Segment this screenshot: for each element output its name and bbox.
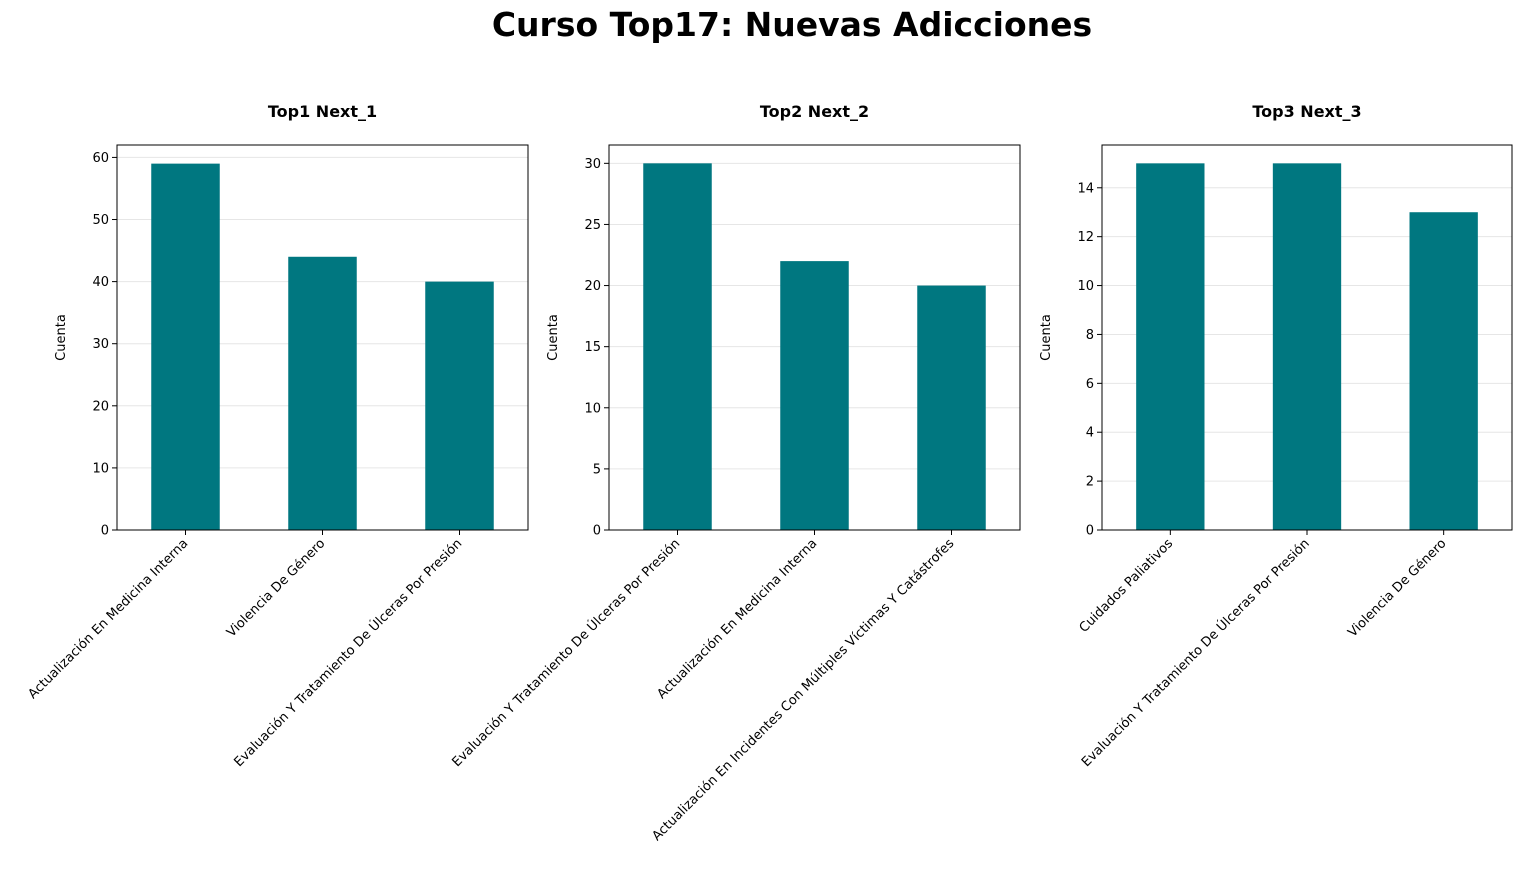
y-tick-label-1-6: 60: [92, 151, 109, 166]
y-tick-label-2-0: 0: [593, 524, 601, 539]
y-tick-label-1-3: 30: [92, 337, 109, 352]
figure-title: Curso Top17: Nuevas Adicciones: [492, 5, 1092, 44]
bar-3-3: [1409, 212, 1478, 530]
bar-1-3: [425, 281, 494, 530]
y-tick-label-3-1: 2: [1086, 475, 1094, 490]
y-tick-label-3-7: 14: [1077, 181, 1094, 196]
bar-2-2: [780, 261, 849, 530]
y-tick-label-2-3: 15: [584, 340, 601, 355]
y-axis-label-2: Cuenta: [546, 314, 561, 361]
panel-title-3: Top3 Next_3: [1252, 102, 1361, 121]
y-tick-label-3-4: 8: [1086, 328, 1094, 343]
y-tick-label-3-2: 4: [1086, 426, 1094, 441]
y-tick-label-2-4: 20: [584, 279, 601, 294]
y-tick-label-1-1: 10: [92, 461, 109, 476]
y-tick-label-1-5: 50: [92, 213, 109, 228]
y-tick-label-2-2: 10: [584, 401, 601, 416]
bar-2-3: [917, 285, 986, 530]
panel-title-2: Top2 Next_2: [760, 102, 869, 121]
y-tick-label-1-4: 40: [92, 275, 109, 290]
bar-3-2: [1272, 163, 1342, 531]
y-tick-label-3-6: 12: [1077, 230, 1094, 245]
y-tick-label-2-1: 5: [593, 462, 601, 477]
bar-1-2: [288, 256, 357, 530]
y-tick-label-1-0: 0: [101, 524, 109, 539]
bar-3-1: [1136, 163, 1205, 531]
panel-title-1: Top1 Next_1: [268, 102, 377, 121]
y-tick-label-3-5: 10: [1077, 279, 1094, 294]
y-tick-label-1-2: 20: [92, 399, 109, 414]
y-axis-label-3: Cuenta: [1039, 314, 1054, 361]
y-tick-label-2-6: 30: [584, 157, 601, 172]
y-tick-label-3-3: 6: [1086, 377, 1094, 392]
bar-2-1: [643, 163, 712, 531]
y-tick-label-3-0: 0: [1086, 524, 1094, 539]
bar-1-1: [151, 163, 220, 530]
y-tick-label-2-5: 25: [584, 218, 601, 233]
y-axis-label-1: Cuenta: [54, 314, 69, 361]
